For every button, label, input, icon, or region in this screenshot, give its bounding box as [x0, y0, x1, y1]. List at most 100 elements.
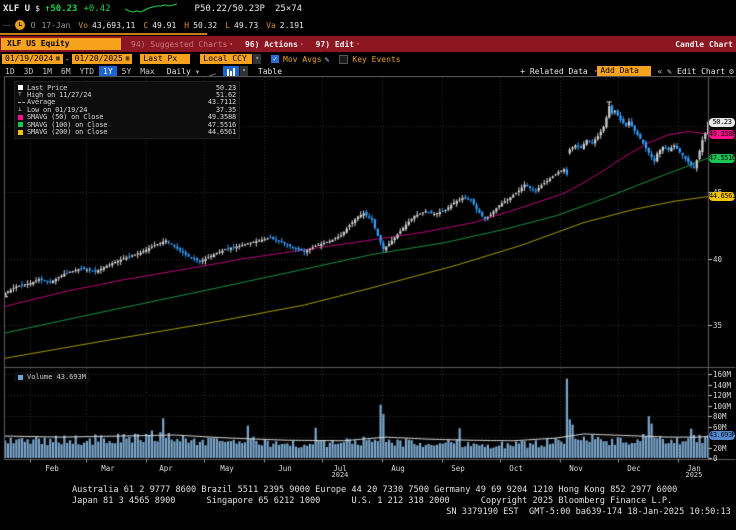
volume-tag: 43.693M [709, 430, 736, 440]
legend-label: SMAVG (50) on Close [27, 113, 104, 122]
chevron-down-icon: ▾ [593, 67, 598, 75]
related-data-button[interactable]: + Related Data [520, 66, 588, 76]
filter-bar: 01/19/2024 ▦ - 01/20/2025 ▦ Last Px Local … [0, 53, 736, 65]
legend-label: Average [27, 98, 56, 107]
low-value: 49.73 [234, 20, 259, 30]
menu-suggested-charts[interactable]: 94) Suggested Charts [131, 39, 228, 49]
session-date: 17-Jan [41, 20, 71, 30]
currency-select[interactable]: Local CCY [200, 54, 253, 64]
chevron-down-icon: ▼ [195, 68, 200, 76]
price-field-input[interactable]: Last Px [140, 54, 191, 64]
month-label: Aug [391, 464, 405, 473]
add-data-input[interactable]: Add Data [597, 66, 652, 76]
date-to-input[interactable]: 01/20/2025 ▦ [71, 54, 133, 64]
legend-row[interactable]: SMAVG (50) on Close 49.3588 [18, 113, 236, 122]
high-value: 50.32 [193, 20, 218, 30]
volume-legend-label: Volume [27, 373, 53, 381]
value-traded: 2.191 [279, 20, 304, 30]
legend-row[interactable]: SMAVG (200) on Close 44.6561 [18, 128, 236, 137]
legend-label: High on 11/27/24 [27, 91, 92, 100]
menu-actions[interactable]: 96) Actions [244, 39, 298, 49]
legend-row[interactable]: Average 43.7112 [18, 98, 236, 107]
mov-avgs-checkbox[interactable]: ✓ [271, 55, 280, 63]
chevron-down-icon: ▾ [299, 40, 304, 48]
chevron-down-icon: ▾ [356, 40, 360, 48]
currency-dropdown-button[interactable]: ▾ [253, 54, 262, 64]
date-range-separator: - [64, 54, 70, 64]
volume-swatch [18, 374, 23, 380]
footer-session-info: SN 3379190 EST GMT-5:00 ba639-174 18-Jan… [446, 507, 736, 517]
chart-style-dropdown-button[interactable]: ▾ [240, 66, 248, 76]
frequency-select[interactable]: Daily ▼ [166, 66, 200, 76]
table-button[interactable]: Table [257, 66, 283, 76]
candle-chart-icon[interactable] [223, 66, 240, 76]
year-label: 2025 [685, 471, 703, 479]
legend-row[interactable]: ⊤ High on 11/27/24 51.62 [18, 91, 236, 100]
currency-flag: $ [35, 4, 40, 13]
high-marker-icon: ⊤ [18, 91, 22, 99]
high-label: H [184, 20, 190, 30]
low-label: L [225, 20, 231, 30]
candle-chart-canvas[interactable] [0, 76, 736, 479]
month-label: Nov [569, 464, 583, 473]
key-events-checkbox[interactable] [339, 54, 349, 64]
quote-line: XLF U $ ↑50.23 +0.42 P50.22/50.23P 25×74 [0, 0, 736, 17]
last-price: ↑50.23 [44, 3, 78, 14]
legend-row[interactable]: ⊥ Low on 01/19/24 37.35 [18, 106, 236, 114]
month-label: Apr [159, 464, 173, 473]
line-chart-icon[interactable] [203, 66, 219, 78]
month-label: Jun [278, 464, 292, 473]
clock-icon [14, 20, 25, 30]
legend-swatch [18, 85, 27, 91]
legend-label: SMAVG (100) on Close [27, 120, 108, 129]
volume-value: 43,693,11 [92, 20, 136, 30]
edit-pencil-icon[interactable]: ✎ [667, 66, 672, 76]
month-label: May [220, 464, 234, 473]
key-events-label: Key Events [352, 54, 401, 64]
sma50-tag: 49.3588 [709, 129, 736, 139]
footer-contact-line2: Japan 81 3 4565 8900 Singapore 65 6212 1… [72, 496, 673, 506]
legend-row[interactable]: SMAVG (100) on Close 47.5516 [18, 120, 236, 129]
edit-chart-button[interactable]: Edit Chart [677, 66, 726, 76]
price-change: +0.42 [83, 3, 111, 14]
value-traded-label: Va [266, 20, 276, 30]
legend-label: Last Price [27, 83, 68, 92]
volume-axis-tick: 0 [713, 454, 718, 463]
price-axis-tick: 40 [713, 254, 723, 264]
range-tab-1y[interactable]: 1Y [99, 65, 117, 77]
volume-legend-value: 43.693M [56, 373, 87, 381]
month-label: Oct [509, 464, 523, 473]
legend-value: 44.6561 [207, 128, 236, 137]
menu-edit[interactable]: 97) Edit [315, 39, 355, 49]
range-tab-6m[interactable]: 6M [60, 66, 71, 76]
month-label: Jan [687, 464, 701, 473]
year-label: 2024 [331, 471, 349, 479]
collapse-icon[interactable]: « [657, 66, 663, 76]
legend-row[interactable]: Last Price 50.23 [18, 83, 236, 92]
drag-dots: ┄┄ [2, 20, 11, 30]
chart-area: Last Price 50.23 ⊤ High on 11/27/24 51.62 Ave… [0, 76, 736, 479]
range-tab-5y[interactable]: 5Y [121, 66, 132, 76]
edit-mov-avgs-icon[interactable]: ✎ [324, 54, 330, 64]
calendar-icon: ▦ [56, 55, 60, 62]
range-tab-1d[interactable]: 1D [5, 66, 15, 76]
range-tab-ytd[interactable]: YTD [79, 66, 95, 76]
calendar-icon: ▦ [125, 55, 130, 62]
price-axis-tick: 35 [713, 321, 723, 330]
close-value: 49.91 [152, 20, 177, 30]
range-tab-max[interactable]: Max [140, 66, 155, 76]
volume-axis-tick: 160M [713, 370, 732, 380]
legend-label: SMAVG (200) on Close [27, 128, 108, 137]
legend-value: 51.62 [215, 91, 236, 100]
range-tab-1m[interactable]: 1M [42, 66, 52, 76]
gear-icon[interactable]: ⚙ [729, 66, 734, 76]
legend-swatch [18, 122, 27, 128]
period-bar: 1D 3D 1M 6M YTD 1Y 5Y Max Daily ▼ ▾ Table + Rel… [0, 65, 736, 78]
date-from-input[interactable]: 01/19/2024 ▦ [2, 54, 63, 64]
volume-axis-tick: 80M [713, 412, 727, 422]
legend-swatch [18, 114, 27, 120]
security-field[interactable]: XLF US Equity [1, 38, 121, 50]
range-tab-3d[interactable]: 3D [23, 66, 34, 76]
last-price-tag: 50.23 [709, 117, 735, 127]
